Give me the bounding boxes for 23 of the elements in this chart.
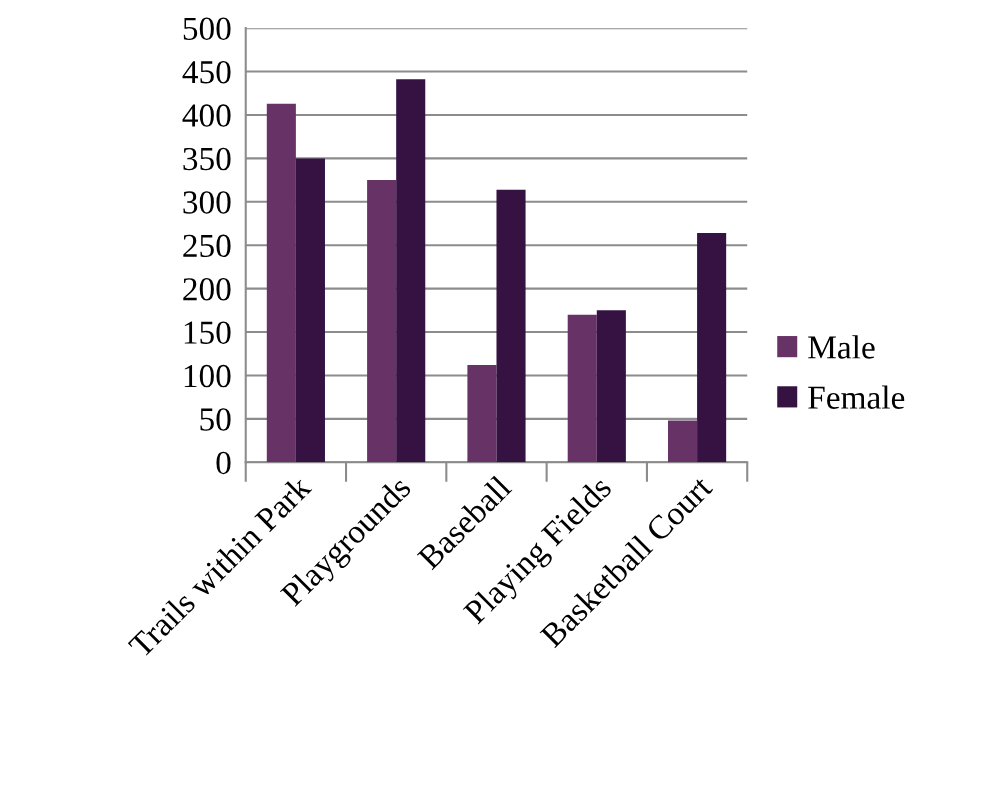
y-tick-label: 350 — [183, 147, 231, 171]
y-tick-label: 50 — [200, 408, 231, 431]
bar — [266, 103, 296, 463]
bar — [467, 365, 497, 463]
bar — [295, 158, 325, 463]
y-tick-label: 500 — [183, 17, 231, 41]
legend-label: Female — [808, 385, 905, 409]
y-tick-label: 300 — [183, 191, 231, 214]
y-tick-label: 400 — [182, 104, 231, 127]
y-tick-label: 450 — [182, 60, 231, 84]
bar — [668, 420, 698, 463]
y-tick-label: 250 — [183, 234, 231, 258]
bar — [396, 79, 426, 463]
y-tick-label: 0 — [216, 451, 231, 475]
bar — [596, 310, 626, 463]
bar — [697, 233, 727, 463]
bar — [496, 189, 526, 463]
y-tick-label: 200 — [183, 278, 231, 301]
legend-label: Male — [808, 335, 875, 359]
y-tick-label: 150 — [184, 321, 231, 344]
bar — [367, 180, 397, 463]
bar — [567, 314, 597, 463]
y-tick-label: 100 — [184, 364, 231, 388]
